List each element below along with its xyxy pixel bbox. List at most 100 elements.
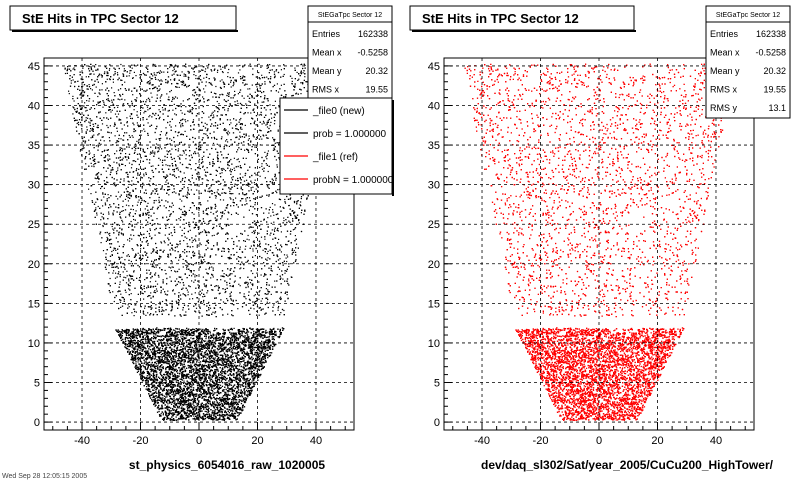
data-point (256, 86, 258, 88)
data-point (134, 149, 136, 151)
data-point (255, 146, 257, 148)
data-point (126, 275, 128, 277)
data-point (241, 124, 243, 126)
data-point (190, 189, 192, 191)
data-point (116, 130, 118, 132)
data-point (252, 186, 254, 188)
data-point (229, 192, 231, 195)
data-point (177, 358, 179, 360)
data-point (89, 152, 91, 154)
data-point (125, 277, 127, 279)
data-point (137, 142, 140, 144)
data-point (189, 332, 191, 334)
data-point (213, 125, 215, 127)
data-point (128, 88, 130, 90)
data-point (276, 164, 278, 166)
data-point (108, 264, 110, 266)
data-point (85, 131, 87, 133)
data-point (193, 213, 195, 215)
data-point (257, 94, 259, 96)
data-point (103, 101, 105, 103)
data-point (230, 86, 232, 88)
data-point (130, 195, 132, 198)
data-point (136, 111, 138, 113)
data-point (223, 343, 225, 345)
data-point (112, 81, 114, 83)
data-point (207, 190, 209, 192)
data-point (109, 68, 111, 70)
data-point (108, 69, 110, 71)
data-point (133, 71, 135, 73)
data-point (151, 264, 154, 266)
data-point (223, 106, 225, 109)
data-point (189, 382, 191, 384)
data-point (129, 70, 131, 72)
data-point (215, 219, 217, 221)
data-point (95, 86, 97, 88)
data-point (158, 276, 160, 278)
data-point (162, 412, 164, 414)
data-point (91, 200, 93, 202)
data-point (135, 75, 137, 77)
data-point (151, 96, 153, 98)
data-point (232, 299, 234, 301)
data-point (168, 344, 170, 346)
data-point (90, 137, 92, 139)
data-point (213, 234, 215, 236)
data-point (212, 142, 215, 144)
data-point (216, 71, 219, 73)
data-point (179, 282, 181, 284)
data-point (266, 158, 268, 160)
data-point (123, 103, 125, 105)
data-point (196, 415, 198, 417)
data-point (244, 296, 246, 298)
data-point (244, 248, 246, 250)
data-point (143, 112, 145, 114)
data-point (154, 114, 156, 116)
data-point (243, 267, 245, 270)
data-point (150, 92, 152, 94)
data-point (113, 229, 115, 231)
data-point (306, 90, 308, 92)
data-point (212, 363, 214, 365)
data-point (105, 170, 107, 172)
data-point (249, 279, 251, 281)
data-point (265, 109, 267, 111)
data-point (200, 244, 202, 246)
data-point (164, 242, 166, 244)
data-point (192, 107, 194, 110)
data-point (149, 295, 151, 297)
data-point (208, 220, 210, 223)
data-point (280, 312, 282, 314)
data-point (239, 246, 241, 248)
data-point (212, 96, 214, 98)
data-point (153, 74, 156, 76)
data-point (155, 266, 157, 268)
data-point (227, 162, 229, 164)
data-point (124, 259, 126, 261)
data-point (206, 292, 208, 294)
data-point (190, 154, 192, 156)
data-point (229, 124, 231, 126)
data-point (218, 411, 220, 413)
data-point (133, 124, 135, 126)
data-point (229, 119, 231, 121)
data-point (261, 163, 263, 165)
data-point (143, 298, 145, 300)
data-point (203, 77, 205, 79)
data-point (88, 84, 90, 86)
data-point (224, 170, 227, 172)
data-point (248, 185, 250, 187)
data-point (103, 140, 105, 142)
data-point (278, 143, 280, 145)
data-point (166, 174, 168, 176)
data-point (199, 100, 201, 102)
data-point (240, 267, 242, 269)
data-point (224, 391, 226, 393)
data-point (270, 121, 272, 123)
data-point (194, 89, 196, 91)
data-point (294, 235, 296, 237)
data-point (104, 232, 106, 234)
data-point (196, 189, 198, 191)
data-point (126, 270, 128, 272)
